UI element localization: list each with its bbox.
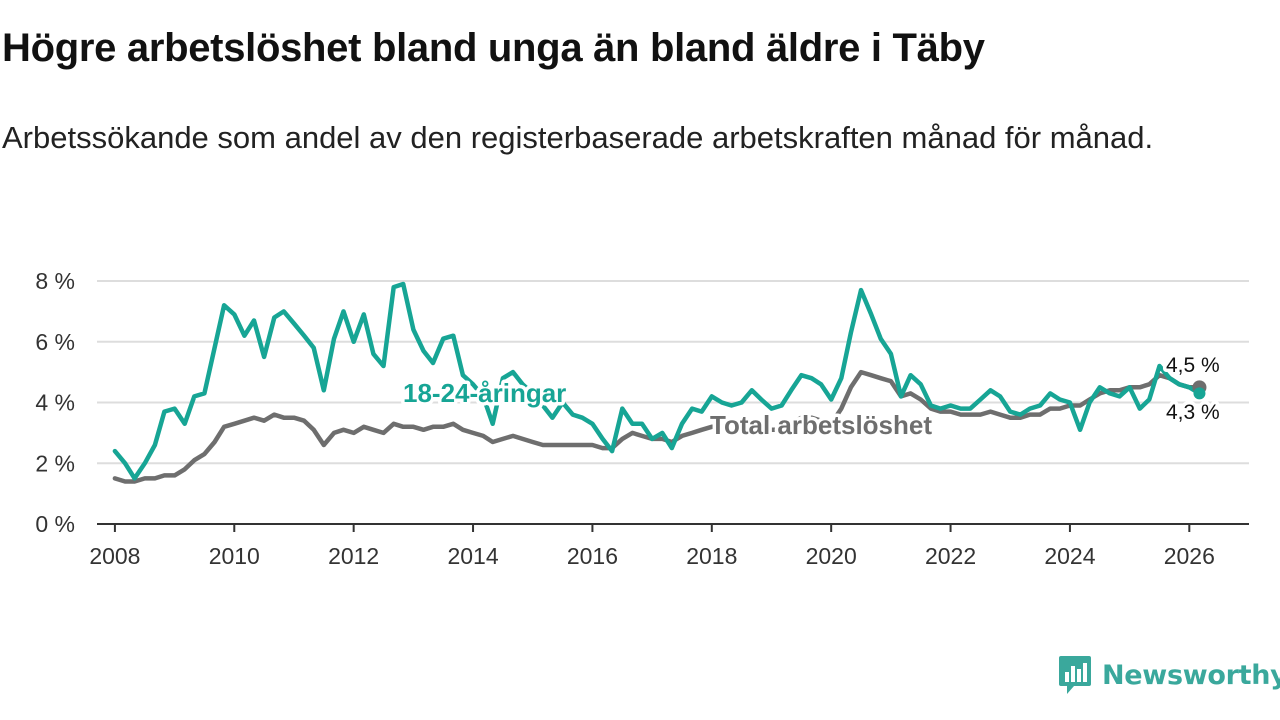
chart-subtitle: Arbetssökande som andel av den registerb… <box>2 120 1154 155</box>
x-tick-label: 2026 <box>1164 543 1215 569</box>
bar-chart-icon <box>1059 656 1091 694</box>
y-tick-label: 0 % <box>35 511 75 537</box>
x-tick-label: 2014 <box>447 543 498 569</box>
x-tick-label: 2018 <box>686 543 737 569</box>
end-value-youth: 4,3 % <box>1166 401 1220 424</box>
end-value-total: 4,5 % <box>1166 354 1220 377</box>
y-tick-label: 4 % <box>35 390 75 416</box>
series-lines <box>112 281 1207 484</box>
x-axis: 2008 2010 2012 2014 2016 2018 2020 2022 2024 2026 <box>89 523 1249 569</box>
series-line-youth <box>112 281 1202 481</box>
x-tick-label: 2010 <box>209 543 260 569</box>
x-tick-label: 2024 <box>1044 543 1095 569</box>
line-chart: 0 % 2 % 4 % 6 % 8 % 2008 2010 2012 2014 2016 2018… <box>35 268 1249 569</box>
chart-title: Högre arbetslöshet bland unga än bland ä… <box>2 26 985 70</box>
x-tick-label: 2008 <box>89 543 140 569</box>
newsworthy-logo: Newsworthy <box>1058 654 1280 696</box>
series-labels: 18-24-åringar Total arbetslöshet 4,5 % 4,3 … <box>400 351 1224 444</box>
series-label-total: Total arbetslöshet <box>710 410 932 440</box>
series-label-youth: 18-24-åringar <box>403 378 566 408</box>
gridlines <box>97 280 1249 465</box>
y-tick-label: 8 % <box>35 268 75 294</box>
series-line-total <box>112 369 1202 484</box>
y-tick-label: 2 % <box>35 450 75 476</box>
x-tick-label: 2016 <box>567 543 618 569</box>
x-tick-label: 2020 <box>806 543 857 569</box>
end-marker-youth <box>1193 387 1206 400</box>
y-axis: 0 % 2 % 4 % 6 % 8 % <box>35 268 75 537</box>
x-tick-label: 2022 <box>925 543 976 569</box>
brand-name: Newsworthy <box>1102 659 1280 691</box>
x-tick-label: 2012 <box>328 543 379 569</box>
y-tick-label: 6 % <box>35 329 75 355</box>
